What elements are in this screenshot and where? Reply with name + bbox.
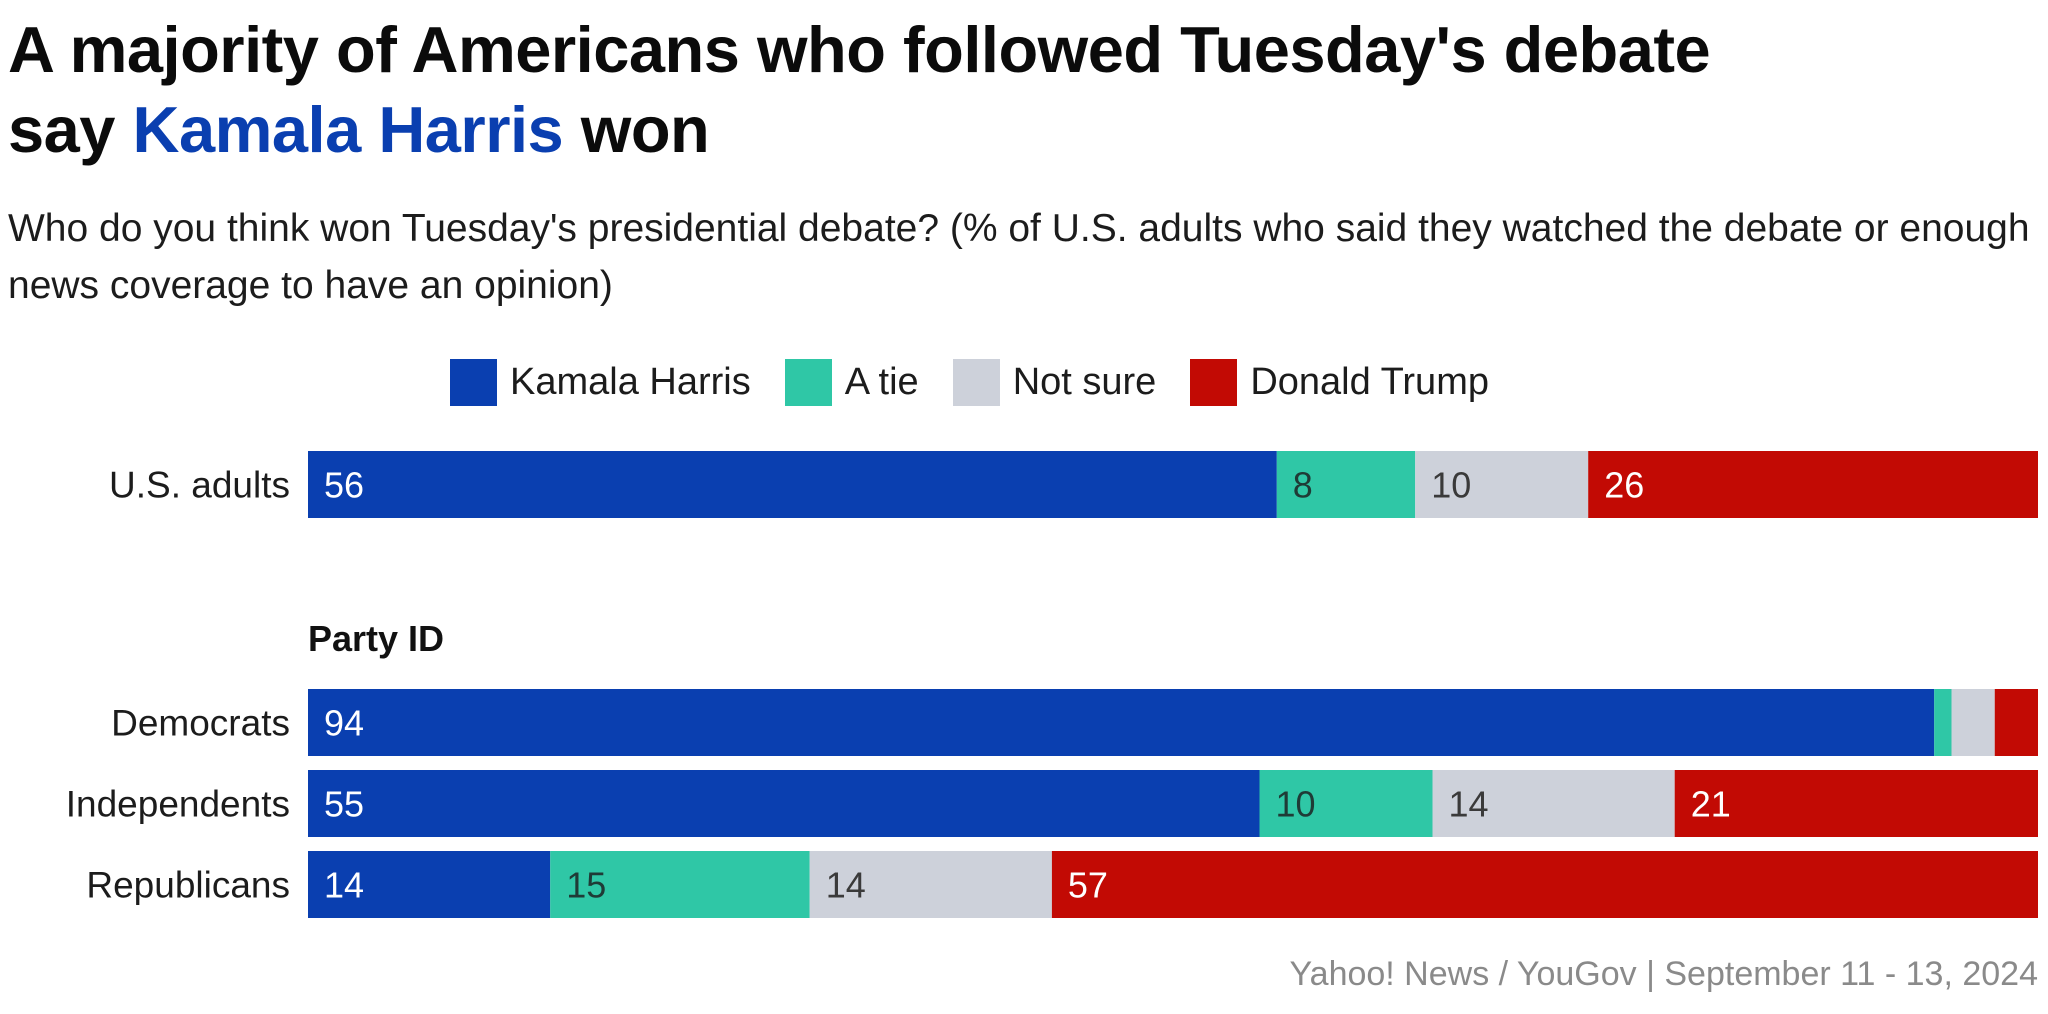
data-label: 10 xyxy=(1276,784,1316,825)
data-label: 10 xyxy=(1431,465,1471,506)
data-label: 56 xyxy=(324,465,364,506)
data-label: 14 xyxy=(1449,784,1489,825)
legend-item: Donald Trump xyxy=(1190,358,1489,406)
title-highlight: Kamala Harris xyxy=(132,93,564,166)
legend-item: A tie xyxy=(784,358,919,406)
bar-segment xyxy=(1934,689,1952,756)
legend-label: Not sure xyxy=(1012,360,1157,403)
legend-label: A tie xyxy=(844,360,919,403)
chart-title: A majority of Americans who followed Tue… xyxy=(8,10,2038,170)
data-label: 94 xyxy=(324,703,364,744)
bar-segment xyxy=(308,689,1935,756)
title-line-2-suffix: won xyxy=(580,93,710,166)
bar-segment xyxy=(1415,451,1589,518)
bar-segment xyxy=(308,451,1277,518)
legend-item: Kamala Harris xyxy=(450,358,751,406)
bar-segment xyxy=(308,770,1260,837)
bar-segment xyxy=(550,851,810,918)
group-heading: Party ID xyxy=(308,618,444,659)
data-label: 21 xyxy=(1691,784,1731,825)
bar-segment xyxy=(1588,451,2038,518)
data-label: 57 xyxy=(1068,865,1108,906)
data-label: 14 xyxy=(324,865,364,906)
category-label: U.S. adults xyxy=(109,465,290,506)
bar-segment xyxy=(308,851,551,918)
data-label: 14 xyxy=(826,865,866,906)
category-label: Democrats xyxy=(111,703,290,744)
legend-swatch xyxy=(1190,358,1238,406)
bar-segment xyxy=(1276,451,1416,518)
bar-segment xyxy=(809,851,1052,918)
data-label: 15 xyxy=(566,865,606,906)
bar-segment xyxy=(1432,770,1675,837)
bar-segment xyxy=(1674,770,2038,837)
data-label: 26 xyxy=(1604,465,1644,506)
bar-segment xyxy=(1951,689,1995,756)
legend: Kamala Harris A tie Not sure Donald Trump xyxy=(450,358,1523,406)
category-label: Republicans xyxy=(86,865,290,906)
source-note: Yahoo! News / YouGov | September 11 - 13… xyxy=(1289,955,2039,993)
legend-item: Not sure xyxy=(952,358,1157,406)
data-label: 55 xyxy=(324,784,364,825)
title-line-1: A majority of Americans who followed Tue… xyxy=(8,13,1711,86)
bar-segment xyxy=(1994,689,2038,756)
legend-swatch xyxy=(952,358,1000,406)
legend-label: Donald Trump xyxy=(1250,360,1489,403)
category-label: Independents xyxy=(66,784,290,825)
legend-swatch xyxy=(450,358,497,406)
chart-subtitle: Who do you think won Tuesday's president… xyxy=(8,207,2030,307)
data-label: 8 xyxy=(1293,465,1313,506)
title-line-2-prefix: say xyxy=(8,93,115,166)
bar-segment xyxy=(1259,770,1433,837)
legend-label: Kamala Harris xyxy=(510,360,751,403)
stacked-bar-chart: U.S. adults 56 8 10 26 Party ID Democrats 94 Ind… xyxy=(66,451,2038,918)
bar-segment xyxy=(1051,851,2038,918)
legend-swatch xyxy=(784,358,832,406)
